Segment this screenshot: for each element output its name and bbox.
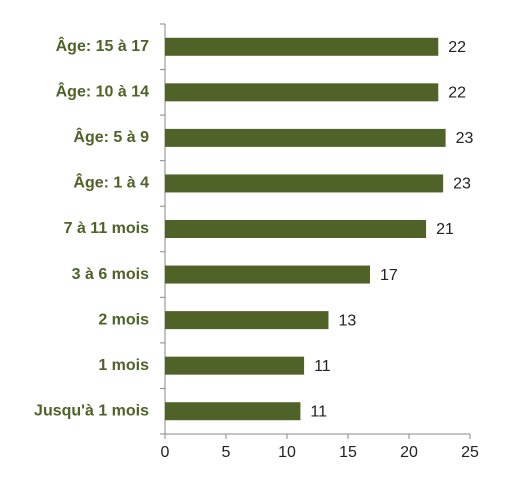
x-tick-label: 0 — [161, 444, 170, 461]
bar — [165, 128, 446, 147]
bar — [165, 402, 301, 421]
y-tick-label: 3 à 6 mois — [72, 266, 149, 283]
data-label: 23 — [453, 176, 471, 193]
data-label: 11 — [314, 358, 331, 375]
data-label: 11 — [310, 403, 327, 420]
y-tick-label: Âge: 1 à 4 — [73, 173, 149, 192]
data-label: 17 — [380, 267, 398, 284]
y-tick-label: Âge: 15 à 17 — [56, 36, 149, 55]
bar — [165, 83, 439, 102]
y-tick-label: 7 à 11 mois — [64, 220, 149, 237]
bar — [165, 356, 305, 375]
y-tick-label: Jusqu'à 1 mois — [34, 402, 149, 419]
data-label: 22 — [448, 85, 466, 102]
x-tick-label: 10 — [278, 444, 296, 461]
y-tick-label: Âge: 5 à 9 — [73, 127, 149, 146]
data-label: 21 — [436, 221, 454, 238]
bar — [165, 174, 444, 193]
y-tick-label: Âge: 10 à 14 — [56, 82, 149, 101]
bar — [165, 220, 427, 238]
x-tick-label: 15 — [339, 444, 357, 461]
data-label: 23 — [456, 130, 474, 147]
y-tick-label: 1 mois — [98, 357, 149, 374]
x-tick-label: 25 — [461, 444, 479, 461]
x-tick-label: 5 — [222, 444, 231, 461]
x-tick-label: 20 — [400, 444, 418, 461]
bar — [165, 311, 329, 330]
data-label: 22 — [448, 39, 466, 56]
bar — [165, 265, 370, 284]
y-tick-label: 2 mois — [98, 311, 149, 328]
bar — [165, 37, 439, 56]
data-label: 13 — [338, 312, 356, 329]
